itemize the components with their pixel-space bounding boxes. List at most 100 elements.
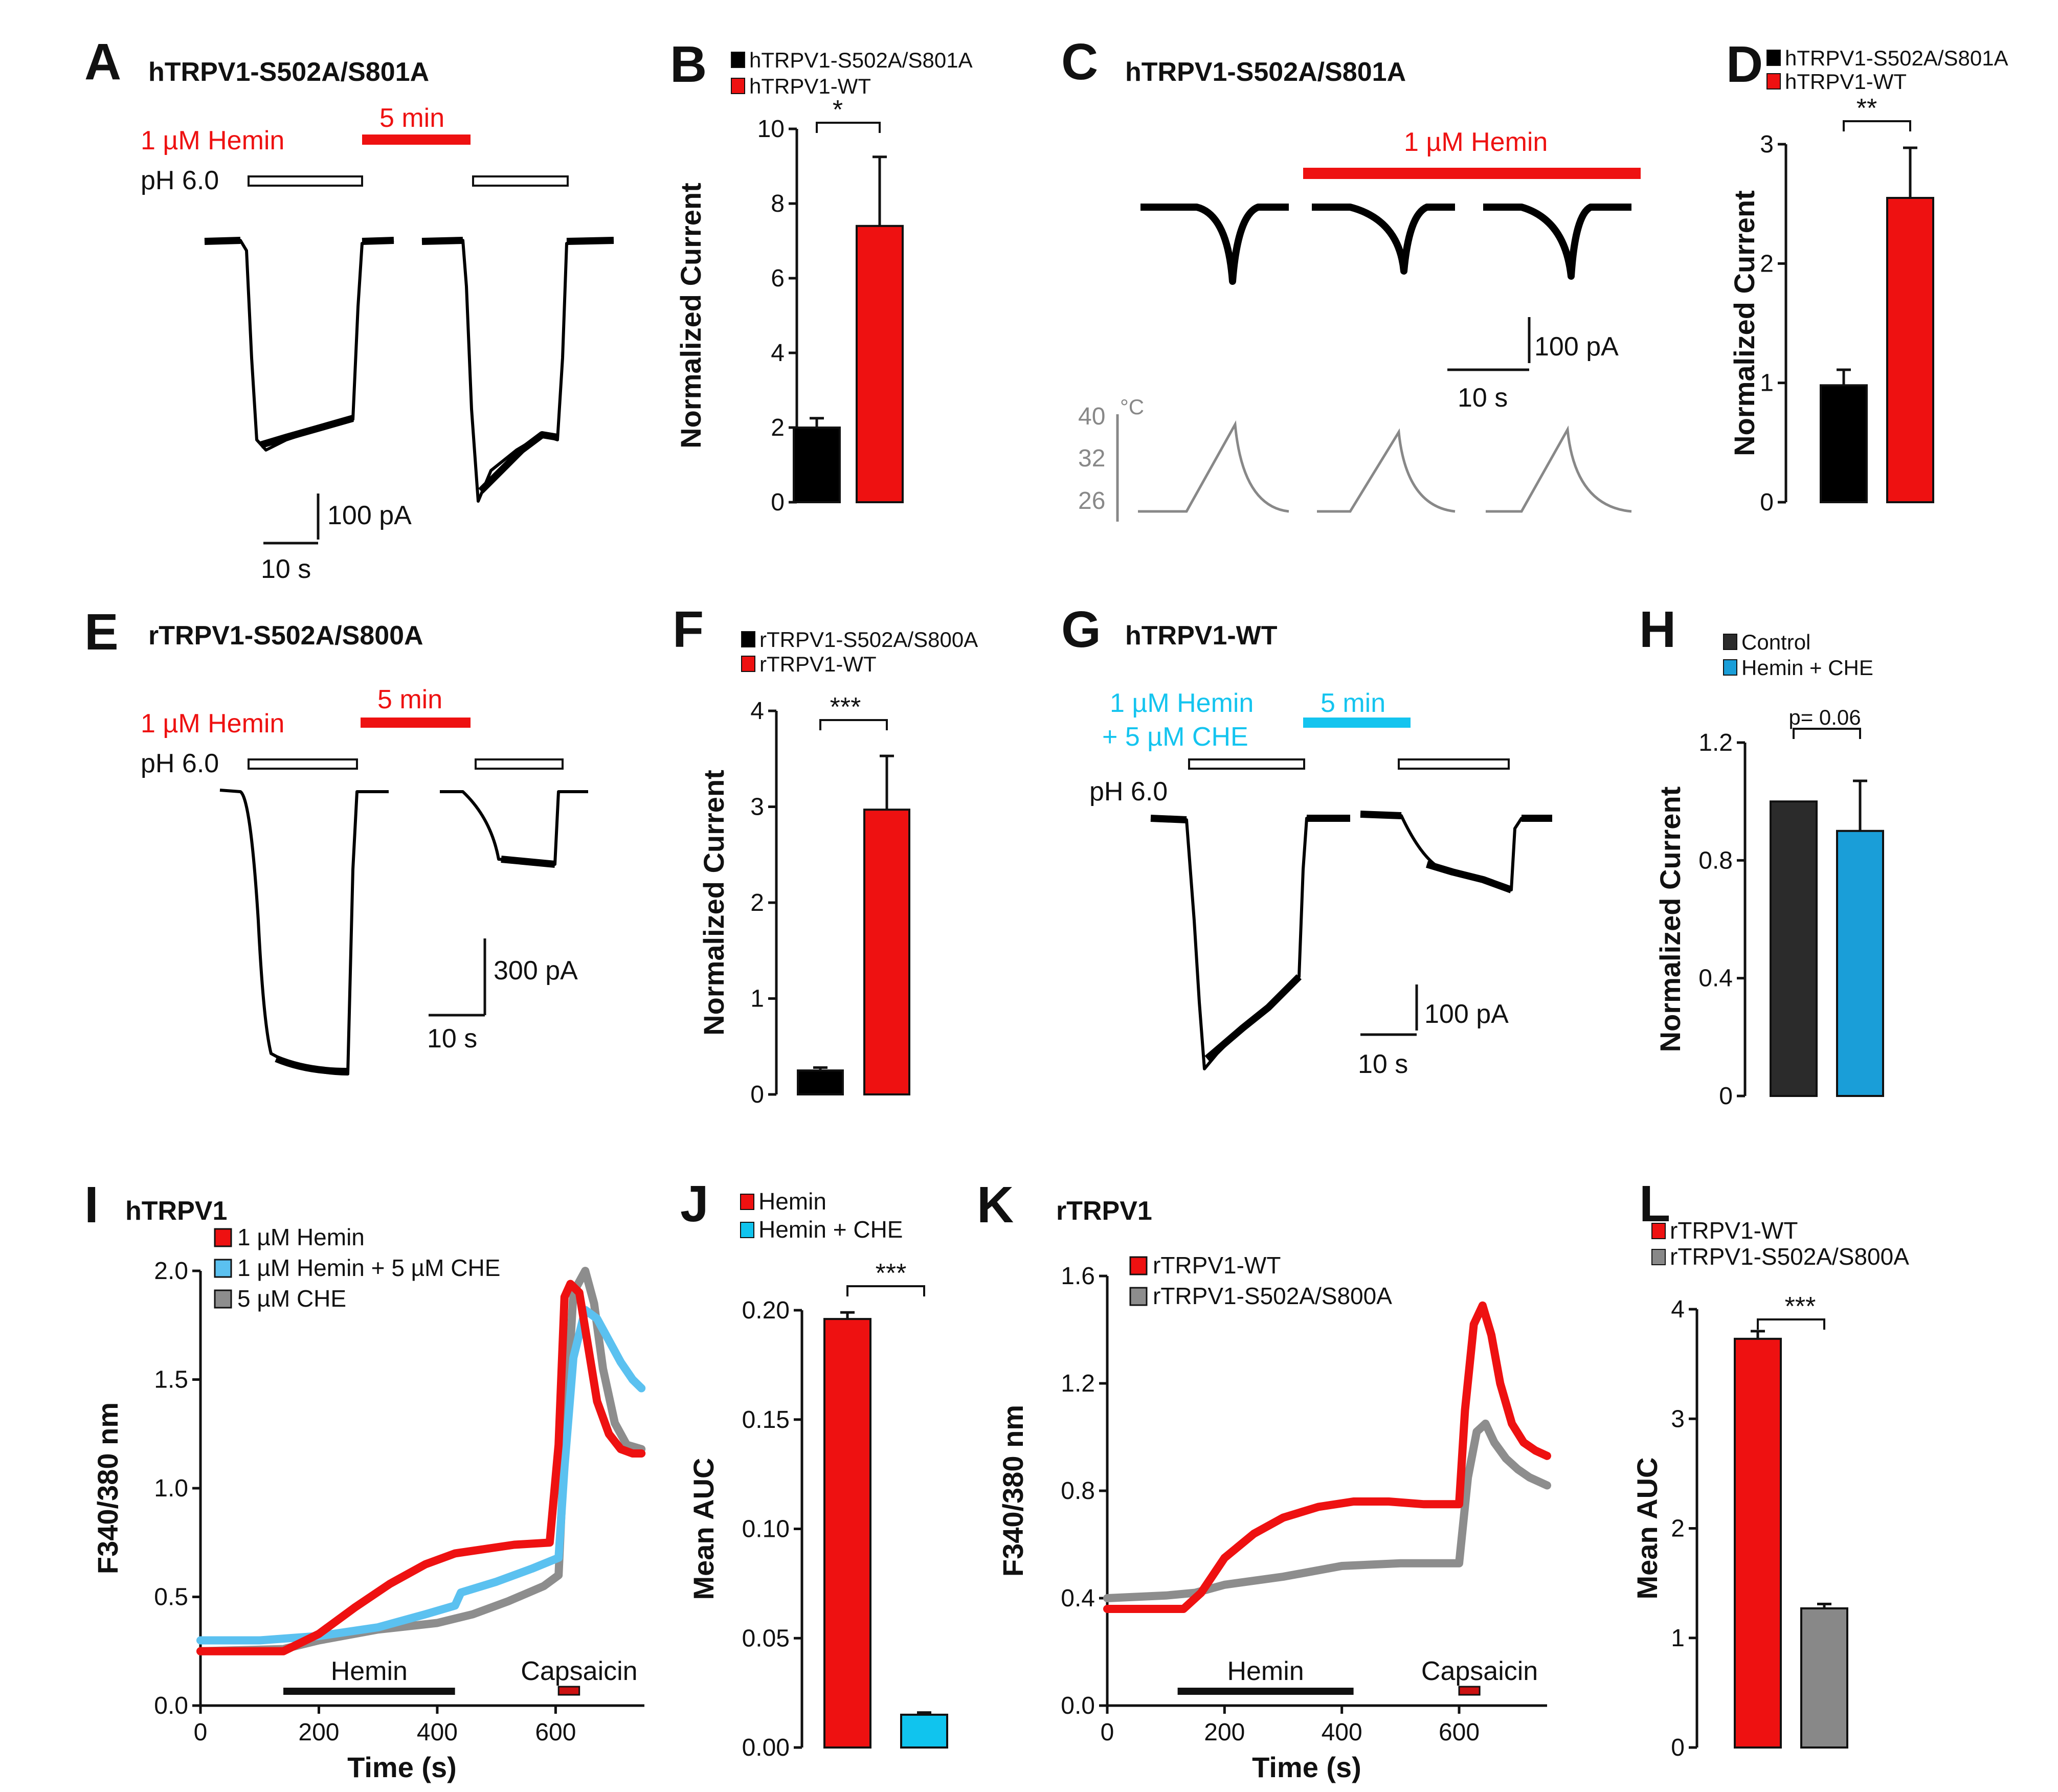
scale-current: 300 pA (494, 956, 578, 985)
legend-swatch (740, 1194, 754, 1210)
legend-swatch (214, 1228, 232, 1247)
legend-swatch (731, 78, 745, 94)
legend-label: rTRPV1-WT (759, 652, 877, 676)
ph-bar (1398, 758, 1510, 770)
temp-tick: 32 (1078, 445, 1105, 472)
panel-title: hTRPV1-WT (1125, 621, 1278, 651)
legend-label: 1 µM Hemin (237, 1224, 365, 1250)
legend-swatch (1766, 73, 1781, 89)
hemin-label: 1 µM Hemin (141, 126, 284, 155)
legend-swatch (1651, 1249, 1666, 1265)
bar (1800, 1607, 1848, 1749)
y-tick-label: 0.5 (154, 1584, 188, 1611)
y-tick-label: 2 (771, 414, 785, 441)
chart-title: rTRPV1 (1056, 1196, 1152, 1226)
legend-label: hTRPV1-WT (749, 74, 871, 98)
x-tick-label: 200 (298, 1719, 339, 1746)
y-tick-label: 2 (1760, 250, 1774, 277)
panel-G: G hTRPV1-WT 1 µM Hemin + 5 µM CHE 5 min … (1061, 601, 1552, 1079)
legend-label: Control (1741, 630, 1810, 654)
ph-bar (1188, 758, 1305, 770)
y-tick-label: 6 (771, 265, 785, 292)
y-tick-label: 0.0 (154, 1692, 188, 1719)
hemin-label: 1 µM Hemin (1110, 688, 1254, 718)
y-tick-label: 10 (757, 116, 785, 143)
y-tick-label: 3 (1760, 131, 1774, 158)
panel-letter: G (1061, 601, 1101, 658)
legend-label: 1 µM Hemin + 5 µM CHE (237, 1255, 500, 1281)
y-axis-label: Mean AUC (1631, 1458, 1663, 1600)
x-tick-label: 600 (1439, 1719, 1480, 1746)
series-line (196, 1280, 646, 1655)
y-tick-label: 0.10 (742, 1516, 790, 1543)
ph-label: pH 6.0 (1089, 777, 1168, 807)
noisy-trace (275, 856, 555, 1075)
legend-swatch (1129, 1287, 1148, 1306)
chart-title: hTRPV1 (125, 1196, 227, 1226)
y-tick-label: 2 (1671, 1515, 1685, 1542)
capsaicin-label: Capsaicin (521, 1656, 637, 1686)
significance-bracket (816, 122, 881, 133)
y-axis-label: Normalized Current (675, 183, 707, 449)
legend-label: hTRPV1-S502A/S801A (749, 48, 973, 72)
legend-swatch (1723, 659, 1737, 676)
panel-letter: E (84, 603, 119, 661)
scale-current: 100 pA (1534, 332, 1619, 362)
bar (793, 427, 841, 503)
current-trace (219, 789, 588, 1076)
y-tick-label: 0.4 (1698, 965, 1733, 992)
scale-time: 10 s (1358, 1049, 1408, 1079)
y-tick-label: 0.4 (1061, 1585, 1095, 1612)
y-tick-label: 1 (750, 985, 764, 1013)
y-tick-label: 1.5 (154, 1367, 188, 1394)
x-axis-label: Time (s) (347, 1751, 457, 1783)
x-tick-label: 200 (1204, 1719, 1245, 1746)
legend-swatch (1651, 1223, 1666, 1239)
y-tick-label: 0 (750, 1081, 764, 1108)
current-trace (1140, 204, 1631, 285)
series-line (1103, 1419, 1551, 1602)
y-tick-label: 1 (1671, 1625, 1685, 1652)
scale-current: 100 pA (327, 501, 412, 530)
significance-bracket (1757, 1318, 1825, 1330)
bar (797, 1069, 844, 1095)
panel-letter: F (673, 601, 704, 658)
x-tick-label: 400 (417, 1719, 458, 1746)
ph-label: pH 6.0 (141, 166, 219, 195)
y-axis-label: Mean AUC (687, 1458, 720, 1600)
hemin-bar (283, 1688, 455, 1695)
panel-letter: C (1061, 33, 1098, 91)
panel-letter: K (977, 1176, 1014, 1234)
panel-letter: H (1639, 601, 1676, 658)
x-axis-label: Time (s) (1252, 1751, 1361, 1783)
y-tick-label: 0.20 (742, 1297, 790, 1324)
legend-swatch (731, 52, 745, 68)
legend-label: Hemin + CHE (758, 1216, 903, 1243)
hemin-bar (1177, 1688, 1354, 1695)
bar (863, 809, 910, 1095)
bar (856, 225, 904, 503)
y-tick-label: 0.0 (1061, 1692, 1095, 1719)
bar (823, 1318, 871, 1749)
panel-A: A hTRPV1-S502A/S801A 1 µM Hemin 5 min pH… (84, 33, 614, 584)
legend-swatch (1129, 1256, 1148, 1275)
significance-label: *** (1785, 1292, 1816, 1321)
y-tick-label: 3 (750, 794, 764, 821)
legend-label: rTRPV1-S502A/S800A (1153, 1283, 1392, 1309)
y-tick-label: 0 (1671, 1734, 1685, 1761)
significance-bracket (1793, 728, 1861, 739)
series-line (196, 1306, 646, 1645)
y-tick-label: 2 (750, 889, 764, 916)
x-tick-label: 0 (194, 1719, 208, 1746)
y-axis-label: F340/380 nm (92, 1402, 124, 1574)
y-axis-label: Normalized Current (1654, 787, 1686, 1052)
significance-bracket (1843, 120, 1911, 131)
y-tick-label: 0 (1760, 489, 1774, 516)
y-tick-label: 0.00 (742, 1734, 790, 1761)
capsaicin-label: Capsaicin (1421, 1656, 1538, 1686)
hemin-bar (362, 135, 471, 145)
